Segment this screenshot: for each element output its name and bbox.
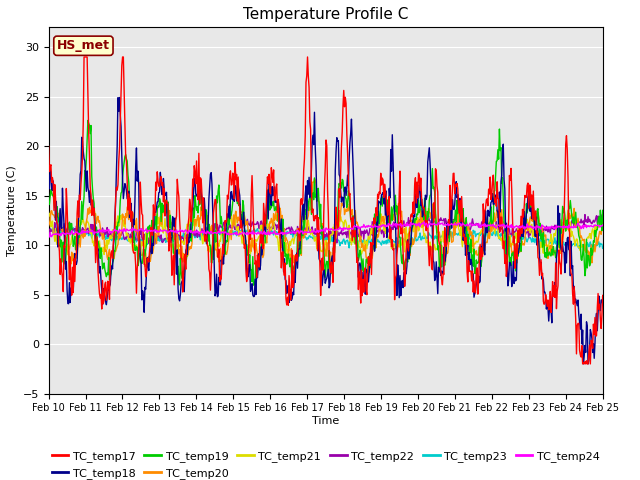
TC_temp18 — [410, 212, 418, 218]
TC_temp17 — [410, 211, 418, 216]
TC_temp19 — [198, 207, 206, 213]
TC_temp17 — [55, 240, 63, 245]
TC_temp19 — [250, 282, 257, 288]
Line: TC_temp17: TC_temp17 — [49, 57, 603, 364]
TC_temp17 — [579, 361, 586, 367]
TC_temp19 — [599, 207, 607, 213]
TC_temp20 — [169, 216, 177, 221]
TC_temp24 — [198, 228, 206, 234]
TC_temp23 — [45, 223, 53, 229]
Line: TC_temp24: TC_temp24 — [49, 222, 603, 237]
TC_temp24 — [113, 228, 120, 234]
Title: Temperature Profile C: Temperature Profile C — [243, 7, 408, 22]
TC_temp21 — [284, 255, 291, 261]
TC_temp22 — [410, 218, 418, 224]
TC_temp20 — [198, 213, 206, 218]
Line: TC_temp23: TC_temp23 — [49, 226, 603, 248]
TC_temp22 — [169, 236, 177, 241]
TC_temp23 — [410, 237, 418, 243]
TC_temp17 — [45, 143, 52, 149]
TC_temp22 — [45, 233, 52, 239]
TC_temp18 — [169, 214, 177, 220]
TC_temp20 — [65, 271, 73, 276]
Line: TC_temp18: TC_temp18 — [49, 97, 603, 364]
TC_temp17 — [169, 264, 177, 269]
TC_temp19 — [395, 219, 403, 225]
Line: TC_temp21: TC_temp21 — [49, 212, 603, 258]
TC_temp18 — [112, 199, 120, 204]
TC_temp18 — [55, 235, 63, 241]
TC_temp23 — [394, 236, 401, 242]
TC_temp21 — [168, 244, 176, 250]
Line: TC_temp20: TC_temp20 — [49, 179, 603, 274]
TC_temp23 — [599, 245, 607, 251]
TC_temp21 — [112, 219, 120, 225]
TC_temp20 — [599, 216, 607, 222]
TC_temp23 — [169, 233, 177, 239]
X-axis label: Time: Time — [312, 416, 339, 426]
TC_temp19 — [113, 224, 120, 229]
TC_temp19 — [411, 221, 419, 227]
TC_temp17 — [394, 243, 401, 249]
TC_temp21 — [410, 229, 418, 235]
TC_temp17 — [113, 184, 120, 190]
TC_temp22 — [151, 241, 159, 247]
TC_temp18 — [198, 195, 206, 201]
TC_temp24 — [599, 222, 607, 228]
TC_temp20 — [310, 176, 318, 181]
Text: HS_met: HS_met — [57, 39, 110, 52]
TC_temp20 — [113, 246, 120, 252]
Legend: TC_temp17, TC_temp18, TC_temp19, TC_temp20, TC_temp21, TC_temp22, TC_temp23, TC_: TC_temp17, TC_temp18, TC_temp19, TC_temp… — [47, 447, 604, 480]
TC_temp21 — [599, 225, 607, 230]
TC_temp21 — [55, 242, 63, 248]
TC_temp24 — [410, 221, 418, 227]
TC_temp20 — [411, 236, 419, 241]
TC_temp22 — [599, 217, 607, 223]
TC_temp22 — [55, 228, 63, 234]
TC_temp20 — [45, 223, 52, 229]
TC_temp22 — [112, 230, 120, 236]
TC_temp22 — [581, 212, 589, 217]
TC_temp22 — [394, 220, 401, 226]
Line: TC_temp22: TC_temp22 — [49, 215, 603, 244]
TC_temp21 — [45, 209, 52, 215]
TC_temp21 — [394, 242, 401, 248]
TC_temp19 — [84, 118, 92, 123]
TC_temp23 — [198, 233, 206, 239]
TC_temp19 — [55, 215, 63, 221]
TC_temp23 — [45, 228, 52, 234]
TC_temp19 — [169, 232, 177, 238]
TC_temp24 — [169, 228, 177, 233]
Y-axis label: Temperature (C): Temperature (C) — [7, 165, 17, 256]
TC_temp17 — [80, 54, 88, 60]
TC_temp20 — [395, 201, 403, 206]
TC_temp24 — [45, 234, 52, 240]
TC_temp19 — [45, 201, 52, 207]
TC_temp17 — [198, 192, 206, 197]
TC_temp18 — [45, 172, 52, 178]
TC_temp24 — [56, 233, 63, 239]
Line: TC_temp19: TC_temp19 — [49, 120, 603, 285]
TC_temp22 — [198, 226, 206, 231]
TC_temp18 — [116, 95, 124, 100]
TC_temp20 — [55, 219, 63, 225]
TC_temp23 — [113, 233, 120, 239]
TC_temp18 — [580, 361, 588, 367]
TC_temp18 — [394, 262, 401, 268]
TC_temp21 — [197, 230, 205, 236]
TC_temp24 — [394, 222, 401, 228]
TC_temp17 — [599, 292, 607, 298]
TC_temp23 — [56, 228, 63, 233]
TC_temp24 — [45, 234, 53, 240]
TC_temp24 — [420, 219, 428, 225]
TC_temp18 — [599, 301, 607, 307]
